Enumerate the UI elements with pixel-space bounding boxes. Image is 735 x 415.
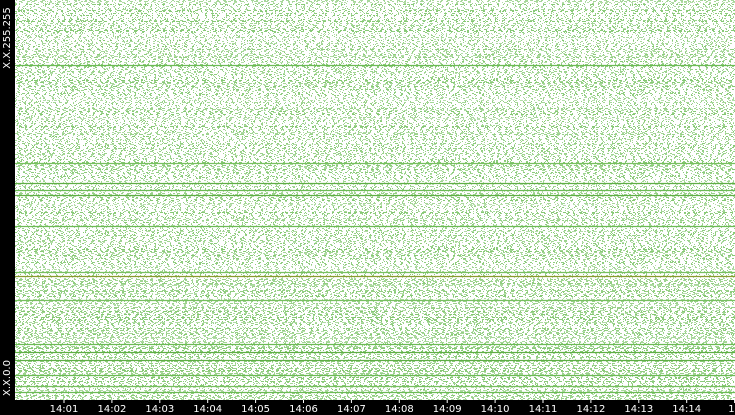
x-tick-label: 14:14	[672, 404, 701, 415]
x-tick-label: 14:04	[193, 404, 222, 415]
x-axis-strip	[0, 400, 735, 415]
traffic-texture	[15, 0, 735, 400]
x-tick-label: 14:08	[385, 404, 414, 415]
x-tick-label: 14:12	[576, 404, 605, 415]
x-tick-label: 14:11	[529, 404, 558, 415]
y-top-label: X.X.255.255	[2, 7, 13, 68]
x-tick-label: 14:03	[145, 404, 174, 415]
x-tick-label: 14:13	[624, 404, 653, 415]
y-bottom-label: X.X.0.0	[2, 360, 13, 396]
x-axis: 14:01 14:02 14:03 14:04 14:05 14:06 14:07 14:08…	[50, 400, 735, 415]
x-tick-label: 14:07	[337, 404, 366, 415]
x-tick-label: 14:09	[433, 404, 462, 415]
x-tick-label: 14:06	[289, 404, 318, 415]
x-tick-label: 14:10	[481, 404, 510, 415]
y-axis-strip	[0, 0, 15, 415]
x-tick-label: 14:01	[50, 404, 79, 415]
x-tick-label: 14	[728, 404, 735, 415]
x-tick-label: 14:05	[241, 404, 270, 415]
x-tick-label: 14:02	[97, 404, 126, 415]
